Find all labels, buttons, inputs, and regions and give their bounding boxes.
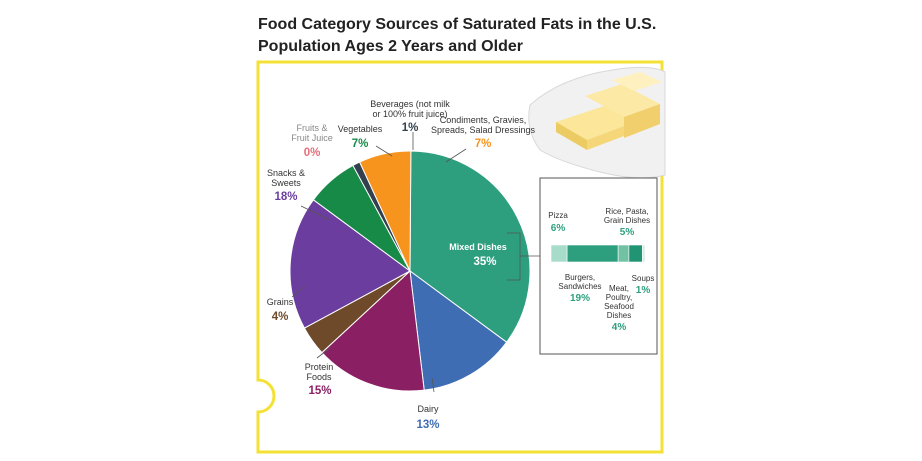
vegetables-leader bbox=[375, 145, 393, 157]
mixed-dishes-inset bbox=[539, 177, 658, 355]
butter-illustration bbox=[528, 66, 666, 179]
condiments-leader bbox=[445, 148, 467, 163]
dairy-leader bbox=[431, 377, 435, 393]
beverages-label-line2: or 100% fruit juice) bbox=[372, 109, 447, 119]
yellow-frame bbox=[256, 60, 664, 454]
rice-label-line2: Grain Dishes bbox=[604, 216, 650, 225]
grains-pct: 4% bbox=[272, 311, 289, 323]
pie-chart bbox=[289, 150, 531, 392]
meat-label-line3: Seafood bbox=[604, 302, 634, 311]
pizza-pct: 6% bbox=[551, 223, 566, 234]
grains-leader bbox=[291, 285, 306, 298]
vegetables-label: Vegetables bbox=[338, 124, 383, 134]
breakdown-segment-soups bbox=[642, 244, 646, 263]
meat-label-line2: Poultry, bbox=[606, 293, 633, 302]
burgers-pct: 19% bbox=[570, 293, 590, 304]
fruits-label-line1: Fruits & bbox=[296, 123, 327, 133]
fruits-label-line2: Fruit Juice bbox=[291, 133, 333, 143]
protein-pct: 15% bbox=[308, 385, 331, 397]
meat-label-line1: Meat, bbox=[609, 284, 629, 293]
snacks-label-line1: Snacks & bbox=[267, 168, 305, 178]
pizza-label: Pizza bbox=[548, 211, 568, 220]
burgers-label-line2: Sandwiches bbox=[558, 282, 601, 291]
rice-pct: 5% bbox=[620, 227, 635, 238]
soups-label: Soups bbox=[632, 274, 655, 283]
grains-label: Grains bbox=[267, 297, 294, 307]
pie-slice-mixed-dishes bbox=[409, 150, 531, 343]
snacks-leader bbox=[300, 205, 331, 221]
protein-label-line1: Protein bbox=[305, 362, 334, 372]
fruits-pct: 0% bbox=[304, 147, 321, 159]
pie-slice-dairy bbox=[409, 269, 508, 391]
burgers-label-line1: Burgers, bbox=[565, 273, 595, 282]
breakdown-segment-burgers-sandwiches bbox=[566, 244, 619, 263]
snacks-pct: 18% bbox=[274, 191, 297, 203]
condiments-label-line1: Condiments, Gravies, bbox=[440, 115, 527, 125]
meat-label-line4: Dishes bbox=[607, 311, 631, 320]
meat-pct: 4% bbox=[612, 322, 627, 333]
breakdown-segment-pizza bbox=[550, 244, 568, 263]
mixed-dishes-bracket bbox=[507, 232, 540, 281]
snacks-label-line2: Sweets bbox=[271, 178, 301, 188]
mixed-dishes-label: Mixed Dishes bbox=[449, 242, 507, 252]
pie-slice-condiments-gravies-spreads-salad-dressings bbox=[359, 150, 412, 272]
rice-label-line1: Rice, Pasta, bbox=[605, 207, 648, 216]
dairy-pct: 13% bbox=[416, 419, 439, 431]
chart-title: Food Category Sources of Saturated Fats … bbox=[258, 16, 657, 55]
protein-leader bbox=[316, 347, 331, 359]
breakdown-segment-rice-pasta-grain-dishes bbox=[628, 244, 643, 263]
beverages-pct: 1% bbox=[402, 122, 419, 134]
breakdown-segment-meat-poultry-seafood-dishes bbox=[617, 244, 630, 263]
dairy-label: Dairy bbox=[417, 404, 439, 414]
vegetables-pct: 7% bbox=[352, 138, 369, 150]
pie-slice-snacks-sweets bbox=[289, 199, 411, 329]
mixed-dishes-breakdown-bar bbox=[550, 244, 646, 263]
protein-label-line2: Foods bbox=[306, 372, 332, 382]
mixed-dishes-pct: 35% bbox=[473, 256, 496, 268]
soups-pct: 1% bbox=[636, 285, 651, 296]
pie-slice-protein-foods bbox=[321, 269, 425, 392]
condiments-pct: 7% bbox=[475, 138, 492, 150]
beverages-label-line1: Beverages (not milk bbox=[370, 99, 450, 109]
condiments-label-line2: Spreads, Salad Dressings bbox=[431, 125, 536, 135]
